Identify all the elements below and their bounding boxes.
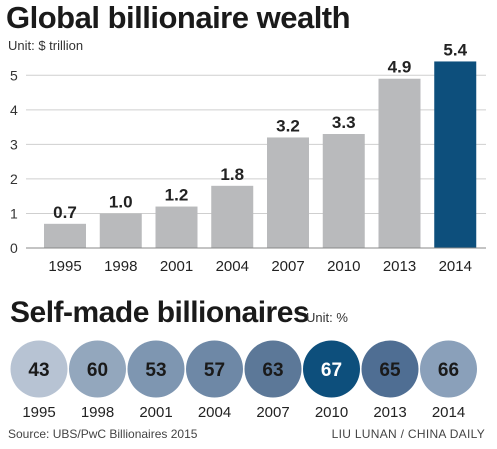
bubble-value-label: 60	[87, 360, 108, 381]
x-tick-label: 2001	[160, 258, 193, 275]
bubble-year-label: 2001	[139, 404, 172, 421]
bubble	[186, 340, 243, 398]
credit-note: LIU LUNAN / CHINA DAILY	[331, 427, 485, 441]
bubble	[303, 340, 360, 398]
bar-value-label: 3.2	[276, 116, 300, 135]
bar	[267, 137, 309, 248]
bar	[211, 185, 254, 248]
bubble	[69, 340, 126, 398]
bubble-chart-title: Self-made billionaires	[10, 296, 310, 329]
bubble-chart-unit: Unit: %	[306, 310, 348, 325]
bubble-value-label: 63	[262, 360, 283, 381]
bubble-year-label: 2013	[373, 404, 406, 421]
source-note: Source: UBS/PwC Billionaires 2015	[8, 427, 198, 441]
bubble-value-label: 67	[321, 360, 342, 381]
bubble	[10, 340, 68, 398]
y-tick-label: 5	[10, 67, 18, 83]
bubble	[244, 340, 302, 398]
bar-value-label: 1.2	[165, 186, 189, 205]
y-tick-label: 0	[10, 240, 18, 256]
x-tick-label: 2013	[383, 258, 416, 275]
x-tick-label: 1995	[48, 258, 81, 275]
chart-title: Global billionaire wealth	[6, 0, 351, 35]
bubble-year-label: 1998	[81, 404, 114, 421]
bubble-value-label: 43	[28, 360, 49, 381]
bar	[44, 223, 86, 248]
bar	[322, 134, 365, 248]
y-tick-label: 1	[10, 205, 18, 221]
x-tick-label: 2007	[271, 258, 304, 275]
bar-value-label: 3.3	[332, 113, 356, 132]
bar	[155, 206, 198, 248]
bar-value-label: 1.0	[109, 192, 133, 211]
bar-value-label: 1.8	[220, 165, 244, 184]
bubble-value-label: 57	[204, 360, 225, 381]
bubble-value-label: 66	[438, 360, 459, 381]
x-tick-label: 2014	[439, 258, 472, 275]
bar	[99, 213, 142, 248]
bubble	[361, 340, 419, 398]
bubble-year-label: 2014	[432, 404, 465, 421]
bar	[434, 61, 477, 248]
x-tick-label: 2004	[216, 258, 249, 275]
bar	[378, 78, 421, 249]
bar-chart-unit: Unit: $ trillion	[8, 38, 84, 53]
bubble-year-label: 2007	[256, 404, 289, 421]
bar-value-label: 4.9	[388, 58, 412, 77]
bar-chart: 0 1 2 3 4 5 0.7 1995 1.0 1998 1.2 2001 1.8 2004 3.2 200…	[10, 40, 486, 275]
bubble	[420, 340, 477, 398]
x-tick-label: 1998	[104, 258, 137, 275]
y-tick-label: 3	[10, 136, 18, 152]
bubble-value-label: 53	[145, 360, 166, 381]
bubble-value-label: 65	[379, 360, 401, 381]
bar-value-label: 0.7	[53, 203, 77, 222]
bubble-year-label: 1995	[22, 404, 55, 421]
x-tick-label: 2010	[327, 258, 360, 275]
bar-value-label: 5.4	[443, 40, 467, 59]
bubble	[127, 340, 185, 398]
y-tick-label: 2	[10, 171, 18, 187]
bubble-year-label: 2004	[198, 404, 231, 421]
y-tick-label: 4	[10, 102, 18, 118]
bubble-year-label: 2010	[315, 404, 348, 421]
